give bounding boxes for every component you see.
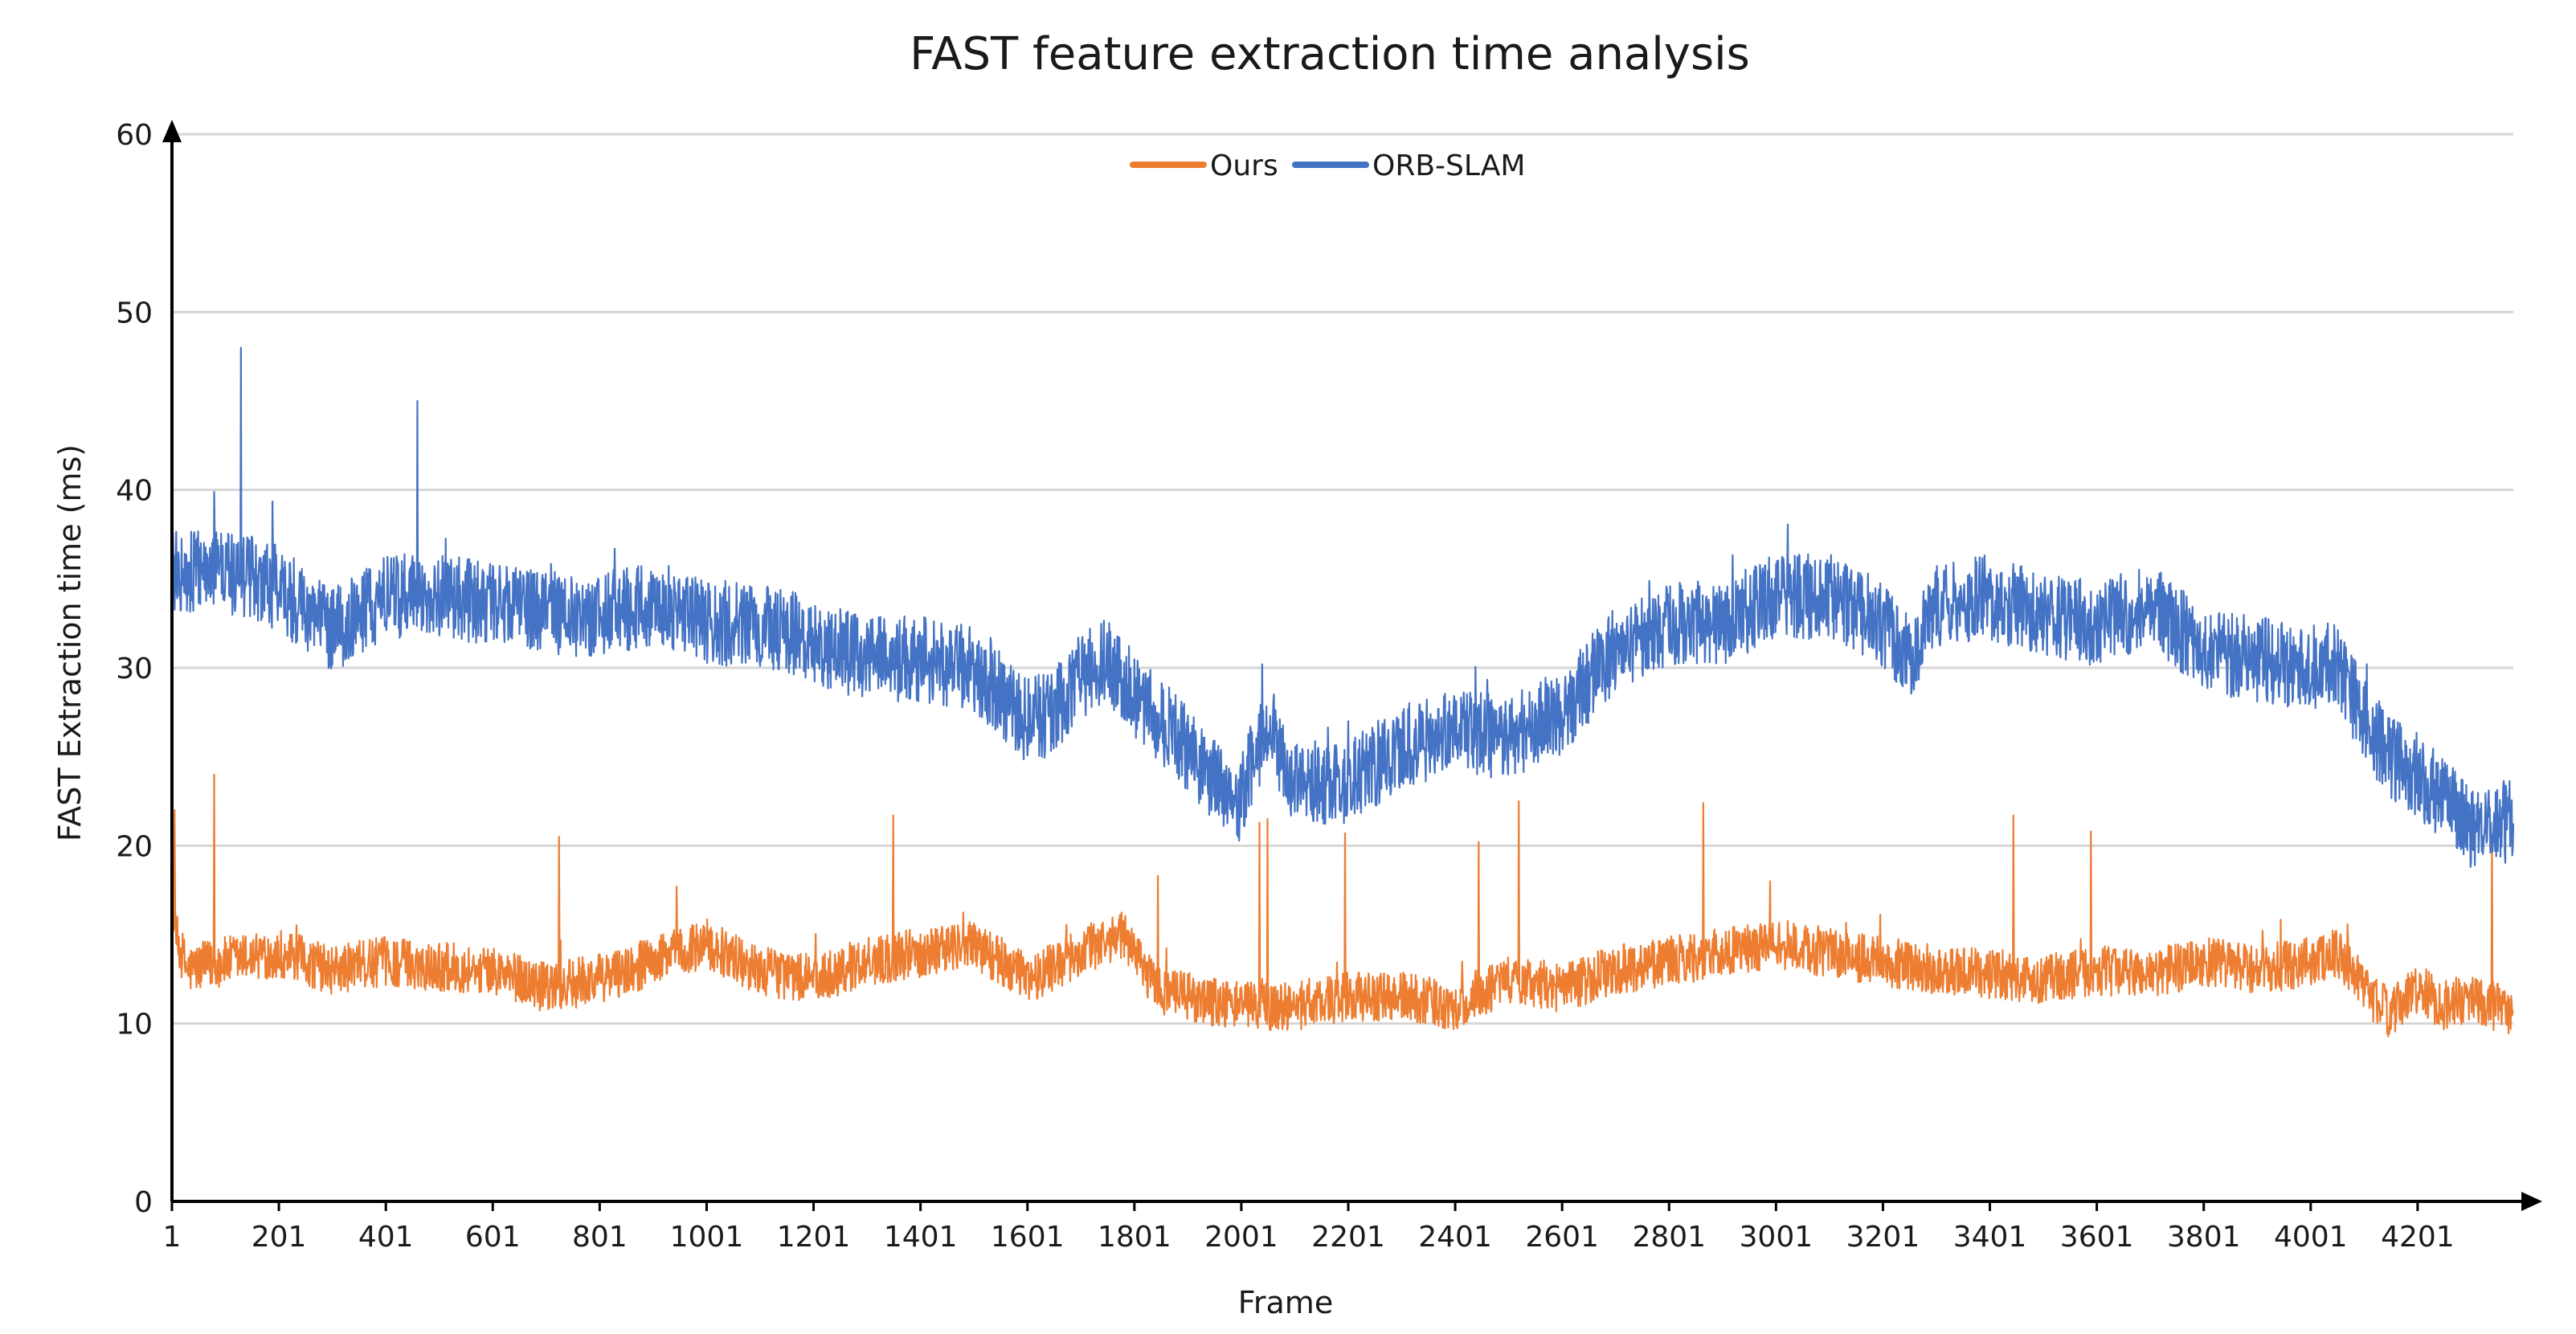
x-tick-label: 2601 (1525, 1221, 1599, 1254)
axes (162, 120, 2542, 1211)
series-group (170, 346, 2515, 1037)
x-tick-label: 201 (251, 1221, 307, 1254)
x-tick-label: 1601 (991, 1221, 1065, 1254)
x-tick-label: 1001 (670, 1221, 744, 1254)
y-tick-label: 50 (116, 297, 153, 329)
x-axis-label: Frame (1238, 1285, 1333, 1320)
legend: Ours ORB-SLAM (1130, 149, 1525, 182)
y-tick-label: 0 (134, 1186, 153, 1219)
series-line-ours (170, 773, 2514, 1037)
y-tick-label: 10 (116, 1009, 153, 1041)
x-axis-arrow-icon (2521, 1192, 2542, 1211)
x-tick-label: 1801 (1098, 1221, 1171, 1254)
legend-label: ORB-SLAM (1372, 149, 1525, 182)
x-tick-label: 1 (163, 1221, 182, 1254)
y-axis-ticks: 0 10 20 30 40 50 60 (116, 119, 153, 1219)
x-tick-label: 4201 (2381, 1221, 2455, 1254)
x-tick-label: 1201 (777, 1221, 851, 1254)
x-tick-label: 3201 (1846, 1221, 1920, 1254)
y-tick-label: 30 (116, 653, 153, 685)
x-tick-label: 3801 (2167, 1221, 2241, 1254)
x-tick-label: 601 (465, 1221, 521, 1254)
y-axis-label: FAST Extraction time (ms) (52, 444, 88, 841)
x-tick-label: 2801 (1632, 1221, 1706, 1254)
x-tick-label: 3601 (2060, 1221, 2134, 1254)
x-tick-label: 4001 (2274, 1221, 2348, 1254)
x-tick-label: 1401 (884, 1221, 958, 1254)
legend-label: Ours (1210, 149, 1278, 182)
x-tick-label: 401 (358, 1221, 414, 1254)
y-tick-label: 40 (116, 475, 153, 508)
x-tick-label: 2001 (1204, 1221, 1278, 1254)
x-tick-label: 2201 (1311, 1221, 1385, 1254)
x-tick-label: 2401 (1418, 1221, 1492, 1254)
x-axis-ticks: 1 201 401 601 801 1001 1201 1401 1601 1801 2001 220… (163, 1201, 2455, 1254)
x-tick-label: 3401 (1953, 1221, 2027, 1254)
y-tick-label: 20 (116, 830, 153, 863)
gridlines (172, 133, 2513, 1025)
x-tick-label: 3001 (1740, 1221, 1813, 1254)
y-axis-arrow-icon (162, 120, 182, 142)
series-line-orb-slam (170, 346, 2515, 869)
x-tick-label: 801 (572, 1221, 628, 1254)
chart-title: FAST feature extraction time analysis (910, 28, 1750, 80)
y-tick-label: 60 (116, 119, 153, 152)
